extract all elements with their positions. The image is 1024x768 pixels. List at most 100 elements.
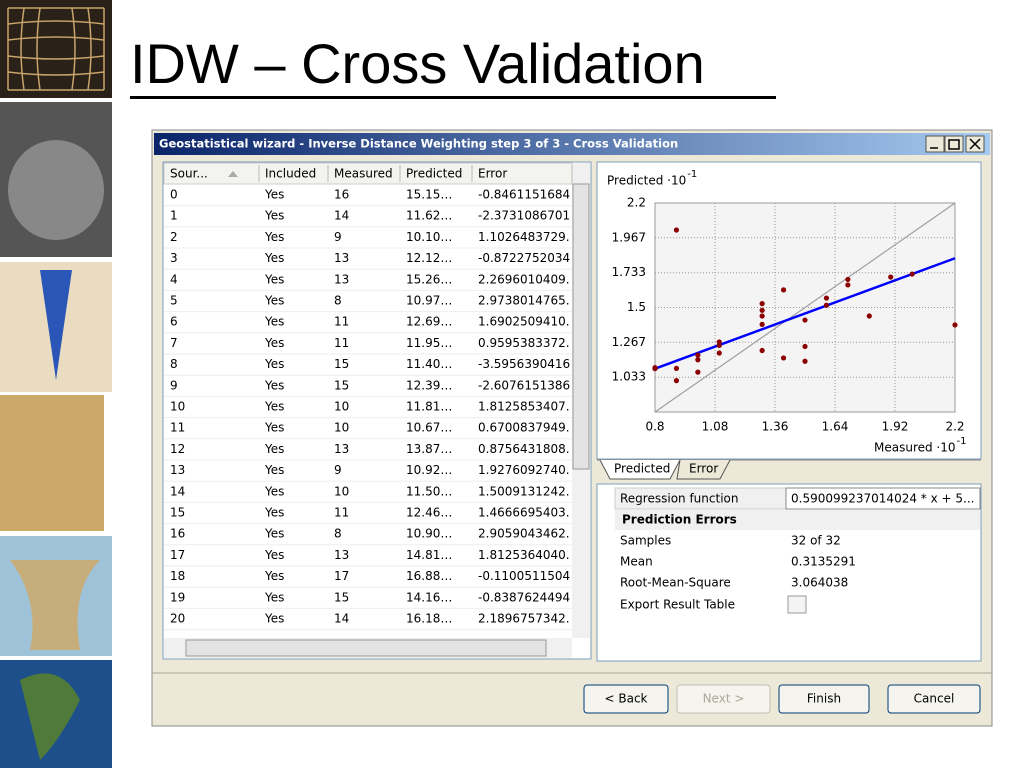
image-grid-map [0, 0, 112, 98]
button[interactable] [583, 684, 669, 714]
table-cell: 1.6902509410. [478, 315, 570, 329]
table-cell: 15 [334, 378, 349, 392]
tab[interactable] [676, 459, 731, 480]
table-cell: 10 [334, 484, 349, 498]
export-button[interactable] [787, 595, 807, 614]
button-label[interactable]: Cancel [914, 692, 955, 706]
table-cell: 9 [170, 378, 178, 392]
data-point [759, 321, 765, 327]
table-cell: Yes [264, 590, 284, 604]
table-cell: 2.2696010409. [478, 272, 570, 286]
tabs: Predicted Error [597, 459, 981, 480]
column-header[interactable]: Predicted [406, 167, 462, 181]
table-cell: 1.5009131242. [478, 484, 570, 498]
column-header[interactable]: Sour... [170, 167, 208, 181]
button[interactable] [887, 684, 981, 714]
table-cell: -0.8722752034 [478, 251, 570, 265]
data-point [695, 357, 701, 363]
data-point [673, 378, 680, 384]
table-cell: Yes [264, 612, 284, 626]
y-tick-label: 1.967 [612, 230, 646, 244]
table-cell: 9 [334, 230, 342, 244]
scroll-thumb[interactable] [572, 183, 590, 470]
table-cell: 2.1896757342. [478, 612, 570, 626]
data-point [888, 274, 894, 280]
x-tick-label: 2.2 [945, 420, 964, 434]
column-header[interactable]: Error [478, 167, 507, 181]
table-cell: 13 [334, 548, 349, 562]
table-cell: 1.4666695403. [478, 506, 570, 520]
x-tick-label: 0.8 [645, 420, 664, 434]
table-cell: 0.6700837949. [478, 421, 570, 435]
table-cell: 11 [334, 315, 349, 329]
minimize-button[interactable] [925, 135, 945, 153]
regression-label: Regression function [620, 492, 738, 506]
table-cell: 1.8125853407. [478, 400, 570, 414]
table-cell: -3.5956390416 [478, 357, 570, 371]
table-cell: 15 [334, 357, 349, 371]
table-cell: Yes [264, 527, 284, 541]
data-point [780, 287, 787, 293]
button-label[interactable]: Finish [807, 692, 841, 706]
table-cell: 11.40… [406, 357, 452, 371]
button-label: Next > [703, 692, 745, 706]
image-grid-lines [7, 7, 105, 91]
data-point [716, 350, 722, 356]
table-cell: 2.9738014765. [478, 294, 570, 308]
data-point [652, 366, 658, 372]
table-cell: 13 [334, 272, 349, 286]
tab[interactable] [599, 459, 681, 480]
table-cell: 10 [334, 400, 349, 414]
button[interactable] [778, 684, 870, 714]
tab-label[interactable]: Error [689, 462, 718, 476]
table-cell: 17 [170, 548, 185, 562]
table-cell: 11 [334, 506, 349, 520]
tab-label[interactable]: Predicted [614, 462, 670, 476]
table-cell: Yes [264, 357, 284, 371]
title-bar [154, 133, 990, 155]
y-axis-label: Predicted ·10 [607, 174, 686, 188]
section-title: Prediction Errors [622, 513, 737, 527]
table-cell: Yes [264, 294, 284, 308]
table-cell: 10 [170, 400, 185, 414]
table-cell: Yes [264, 421, 284, 435]
table-cell: Yes [264, 272, 284, 286]
y-tick-label: 1.267 [612, 335, 646, 349]
title-underline [130, 96, 776, 99]
h-scroll-thumb[interactable] [185, 639, 547, 657]
table-cell: 20 [170, 612, 185, 626]
table-cell: 11 [170, 421, 185, 435]
image-land [10, 560, 100, 650]
data-point [673, 227, 680, 233]
data-point [823, 295, 830, 301]
table-cell: 15.15… [406, 188, 452, 202]
property-label: Root-Mean-Square [620, 576, 731, 590]
property-label: Mean [620, 555, 653, 569]
column-header[interactable]: Included [265, 167, 316, 181]
y-tick-label: 1.033 [612, 370, 646, 384]
data-point [673, 365, 680, 372]
column-header[interactable]: Measured [334, 167, 393, 181]
button-label[interactable]: < Back [604, 692, 647, 706]
table-cell: 13 [170, 463, 185, 477]
data-point [845, 276, 851, 283]
table-cell: 14.16… [406, 590, 452, 604]
table-cell: -2.3731086701 [478, 209, 570, 223]
table-cell: 13 [334, 442, 349, 456]
table: Sour... Included Measured Predicted Error 0 Ye… [163, 162, 573, 631]
table-cell: 1.1026483729. [478, 230, 570, 244]
table-cell: 10.92… [406, 463, 452, 477]
section-header [615, 510, 980, 530]
button [676, 684, 771, 714]
table-cell: 11.95… [406, 336, 452, 350]
table-cell: Yes [264, 463, 284, 477]
regression-line [654, 257, 956, 370]
table-cell: Yes [264, 484, 284, 498]
table-cell: 8 [170, 357, 178, 371]
property-value: 0.3135291 [791, 555, 856, 569]
table-cell: 13.87… [406, 442, 452, 456]
regression-value: 0.590099237014024 * x + 5... [791, 492, 974, 506]
table-cell: 0 [170, 188, 178, 202]
table-cell: 10 [334, 421, 349, 435]
